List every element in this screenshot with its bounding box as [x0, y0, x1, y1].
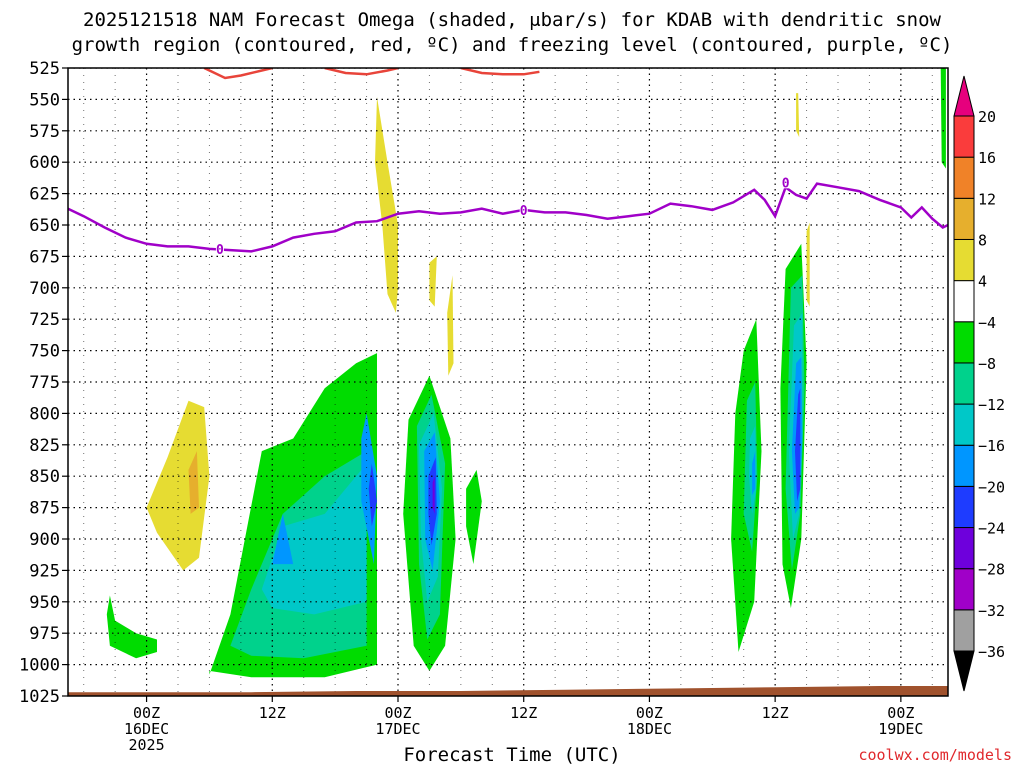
plot-area: 0 0 0 [68, 68, 948, 696]
freezing-label-bg-0 [215, 242, 224, 255]
x-tick-label-72-0: 00Z [887, 704, 914, 722]
colorbar-label-12: −32 [978, 602, 1005, 620]
colorbar-segment-5 [953, 403, 975, 446]
omega-shading-5 [368, 463, 377, 527]
colorbar-label-8: −16 [978, 437, 1005, 455]
x-tick-label-24-0: 00Z [384, 704, 411, 722]
colorbar-segment-12 [953, 115, 975, 158]
colorbar-segment-0 [953, 609, 975, 652]
colorbar-label-0: 20 [978, 108, 996, 126]
y-tick-label-800: 800 [29, 404, 60, 424]
colorbar-label-13: −36 [978, 643, 1005, 661]
colorbar-label-9: −20 [978, 478, 1005, 496]
colorbar-label-11: −28 [978, 561, 1005, 579]
x-tick-label-0-1: 16DEC [124, 720, 169, 738]
x-tick-label-0-0: 00Z [133, 704, 160, 722]
y-tick-label-850: 850 [29, 467, 60, 487]
omega-shading-24 [375, 96, 398, 313]
colorbar-label-6: −8 [978, 355, 996, 373]
x-tick-label-72-1: 19DEC [878, 720, 923, 738]
omega-shading-25 [429, 256, 437, 307]
omega-shading-27 [796, 93, 800, 138]
y-tick-label-925: 925 [29, 561, 60, 581]
y-tick-label-700: 700 [29, 279, 60, 299]
freezing-level-line [68, 182, 948, 253]
colorbar-segment-1 [953, 568, 975, 611]
omega-shading-12 [432, 476, 435, 514]
y-tick-label-525: 525 [29, 59, 60, 79]
freezing-label-bg-2 [781, 176, 790, 189]
x-tick-label-0-2: 2025 [129, 736, 165, 754]
freezing-label-bg-1 [519, 203, 528, 216]
x-tick-label-36-0: 12Z [510, 704, 537, 722]
colorbar-segment-6 [953, 362, 975, 405]
y-tick-label-775: 775 [29, 373, 60, 393]
omega-shading-2 [261, 463, 367, 615]
x-tick-label-60-0: 12Z [762, 704, 789, 722]
x-tick-label-48-0: 00Z [636, 704, 663, 722]
chart-title-line-2: growth region (contoured, red, ºC) and f… [71, 34, 953, 56]
y-tick-label-625: 625 [29, 185, 60, 205]
omega-shading-23 [940, 68, 946, 169]
y-tick-label-675: 675 [29, 247, 60, 267]
omega-shading-29 [146, 400, 210, 571]
x-tick-label-24-1: 17DEC [375, 720, 420, 738]
y-tick-label-1000: 1000 [19, 656, 60, 676]
y-tick-label-575: 575 [29, 122, 60, 142]
colorbar-label-3: 8 [978, 231, 987, 249]
colorbar-label-7: −12 [978, 396, 1005, 414]
colorbar-label-5: −4 [978, 314, 996, 332]
colorbar-label-4: 4 [978, 273, 987, 291]
y-tick-label-725: 725 [29, 310, 60, 330]
x-tick-label-12-0: 12Z [259, 704, 286, 722]
colorbar-segment-3 [953, 485, 975, 529]
chart-title-line-1: 2025121518 NAM Forecast Omega (shaded, μ… [83, 9, 941, 31]
colorbar-top-arrow [953, 75, 975, 117]
omega-shading-30 [188, 451, 199, 514]
x-tick-label-48-1: 18DEC [627, 720, 672, 738]
y-tick-label-550: 550 [29, 90, 60, 110]
omega-shading-6 [106, 595, 157, 659]
credit-text[interactable]: coolwx.com/models [858, 746, 1012, 764]
freezing-label-1: 0 [520, 204, 528, 219]
x-axis-label: Forecast Time (UTC) [403, 744, 621, 766]
omega-shading-28 [806, 222, 810, 307]
colorbar-segment-7 [953, 321, 975, 364]
y-tick-label-975: 975 [29, 624, 60, 644]
colorbar: 20 16 12 8 4 −4 −8 −12 −16 −20 −24 −28 −32 −36 [953, 75, 1005, 692]
omega-shading-22 [795, 388, 801, 502]
y-tick-label-875: 875 [29, 499, 60, 519]
colorbar-segment-9 [953, 238, 975, 282]
colorbar-label-2: 12 [978, 190, 996, 208]
colorbar-label-10: −24 [978, 520, 1005, 538]
omega-shading-13 [466, 469, 482, 565]
colorbar-segment-8 [953, 280, 975, 323]
dgz-contour-2 [460, 68, 540, 76]
colorbar-segment-11 [953, 156, 975, 199]
colorbar-label-1: 16 [978, 149, 996, 167]
omega-shading-26 [447, 275, 454, 376]
y-tick-label-900: 900 [29, 530, 60, 550]
freezing-label-2: 0 [782, 176, 790, 191]
ground-surface [68, 686, 948, 696]
colorbar-segment-10 [953, 197, 975, 240]
colorbar-segment-4 [953, 444, 975, 487]
dgz-contour-0 [203, 68, 273, 80]
y-tick-label-950: 950 [29, 593, 60, 613]
y-tick-label-825: 825 [29, 436, 60, 456]
dgz-contour-1 [324, 68, 399, 76]
y-tick-label-650: 650 [29, 216, 60, 236]
colorbar-segment-2 [953, 527, 975, 570]
y-tick-label-750: 750 [29, 342, 60, 362]
y-tick-label-1025: 1025 [19, 687, 60, 707]
freezing-label-0: 0 [216, 243, 224, 258]
omega-shading-17 [752, 451, 756, 495]
y-tick-label-600: 600 [29, 153, 60, 173]
colorbar-bottom-arrow [953, 650, 975, 692]
